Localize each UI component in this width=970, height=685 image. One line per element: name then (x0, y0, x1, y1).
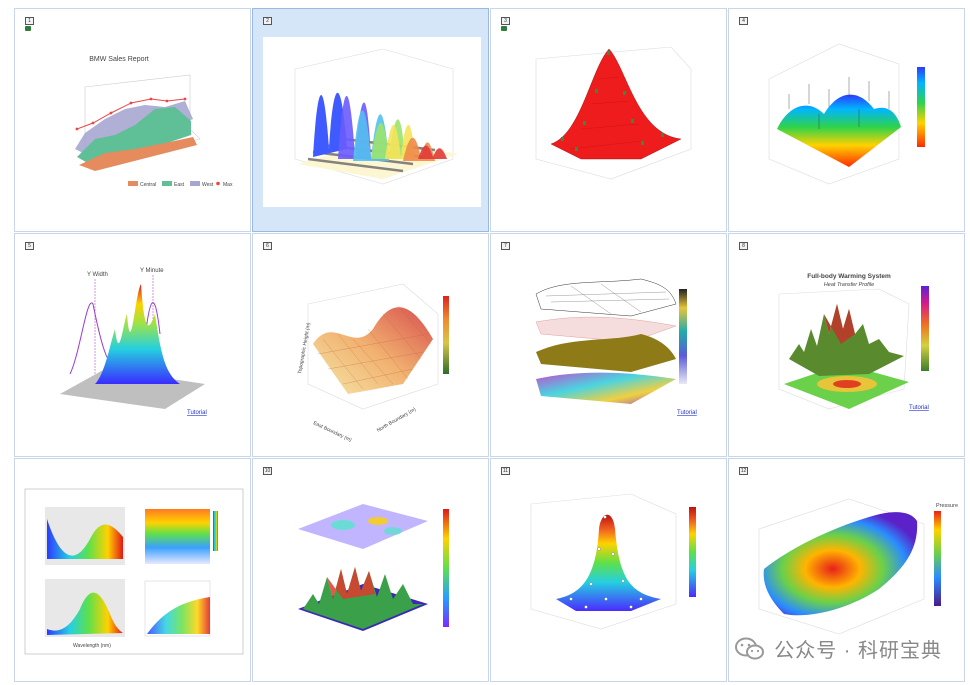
graph-badge: 7 (501, 242, 510, 250)
tutorial-link: Tutorial (677, 410, 697, 416)
chart-title: Full-body Warming System (807, 273, 891, 280)
gallery-item-ridges-3d[interactable]: 2 (252, 8, 489, 232)
wechat-icon (734, 636, 766, 662)
thumbnail-stacked-surfaces: Tutorial (535, 278, 697, 416)
graph-badge: 1 (25, 17, 34, 25)
graph-badge: 5 (25, 242, 34, 250)
z-axis-label: Topographic Height (m) (297, 322, 312, 375)
lock-icon (501, 26, 507, 31)
thumbnail-multi-panel: Wavelength (nm) (24, 488, 244, 655)
thumbnail-mesh-surface: East Boundary (m) North Boundary (m) Top… (297, 283, 449, 444)
thumbnail-warming-system: Full-body Warming System Heat Transfer P… (778, 273, 929, 411)
legend-central: Central (140, 182, 156, 188)
thumbnail-rainbow-surface (768, 43, 925, 185)
watermark: 公众号 · 科研宝典 (734, 634, 942, 663)
thumbnail-projection-surface (298, 504, 449, 631)
lock-icon (25, 26, 31, 31)
chart-legend: Central East West Max (128, 181, 233, 188)
x-axis-label: East Boundary (m) (312, 420, 353, 443)
graph-badge: 12 (739, 467, 748, 475)
y-axis-label: North Boundary (m) (376, 406, 417, 433)
gallery-item-peak-surface-points[interactable]: 11 (490, 458, 727, 682)
chart-subtitle: Heat Transfer Profile (824, 282, 874, 288)
gallery-item-rainbow-surface-errorbars[interactable]: 4 (728, 8, 965, 232)
gallery-item-red-gaussian-surface[interactable]: 3 (490, 8, 727, 232)
gallery-item-smooth-surface[interactable]: 12 Pressure (728, 458, 965, 682)
annotation-y-width: Y Width (87, 272, 108, 278)
graph-badge: 8 (739, 242, 748, 250)
gallery-item-wavelength-ridges[interactable]: 5 Y Width Y Minute Tutorial (14, 233, 251, 457)
gallery-item-multi-panel[interactable]: Wavelength (nm) (14, 458, 251, 682)
graph-badge: 3 (501, 17, 510, 25)
legend-max: Max (223, 182, 233, 188)
watermark-text: 公众号 · 科研宝典 (774, 640, 942, 662)
legend-title: Pressure (936, 503, 958, 509)
gallery-item-mesh-surface[interactable]: 6 East Boundary (m) North Boundary (m) T… (252, 233, 489, 457)
gallery-item-stacked-surfaces[interactable]: 7 Tutorial (490, 233, 727, 457)
graph-badge: 2 (263, 17, 272, 25)
graph-badge: 6 (263, 242, 272, 250)
gallery-item-bmw-sales-report[interactable]: 1 BMW Sales Report Central East West (14, 8, 251, 232)
tutorial-link: Tutorial (187, 410, 207, 416)
thumbnail-ridges (263, 37, 481, 207)
thumbnail-wavelength: Y Width Y Minute Tutorial (60, 268, 207, 416)
legend-west: West (202, 182, 214, 188)
graph-badge: 11 (501, 467, 510, 475)
graph-badge: 10 (263, 467, 272, 475)
x-axis-label: Wavelength (nm) (73, 643, 111, 649)
chart-title: BMW Sales Report (89, 56, 149, 63)
gallery-item-warming-system[interactable]: 8 Full-body Warming System Heat Transfer… (728, 233, 965, 457)
thumbnail-peak-surface (530, 493, 696, 630)
legend-east: East (174, 182, 185, 188)
annotation-y-minute: Y Minute (140, 268, 164, 274)
graph-badge: 4 (739, 17, 748, 25)
gallery-item-projection-surface[interactable]: 10 (252, 458, 489, 682)
tutorial-link: Tutorial (909, 405, 929, 411)
thumbnail-gaussian (535, 46, 692, 180)
thumbnail-smooth-surface: Pressure (758, 498, 958, 635)
thumbnail-bmw-chart: BMW Sales Report Central East West Max (75, 56, 233, 188)
